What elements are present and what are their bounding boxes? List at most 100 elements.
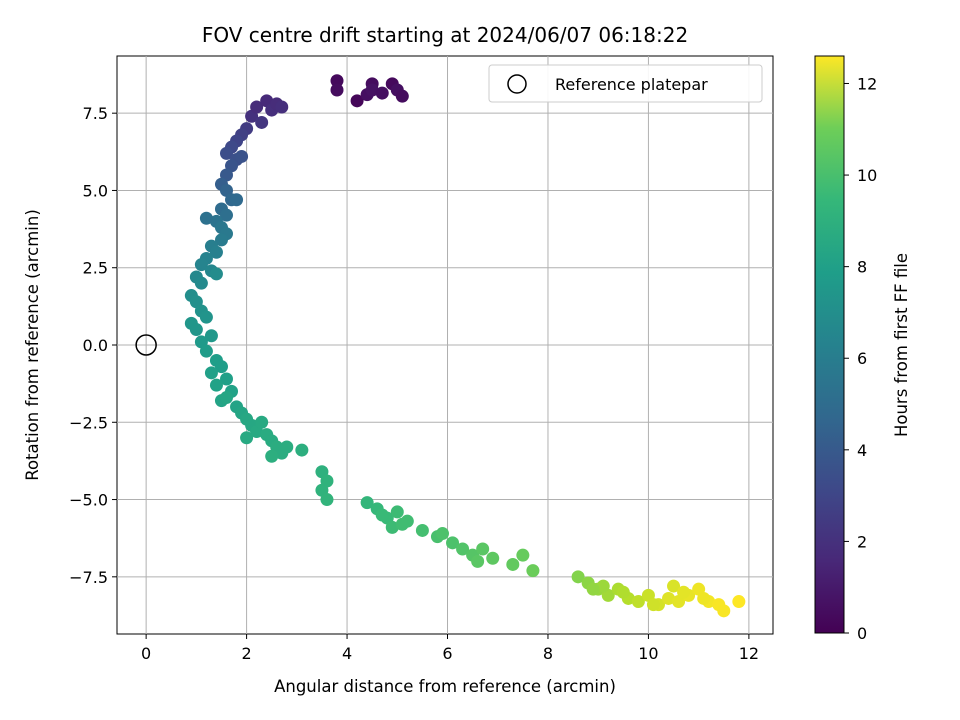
data-point bbox=[350, 94, 364, 108]
data-point bbox=[646, 598, 660, 612]
data-point bbox=[516, 548, 530, 562]
data-point bbox=[255, 115, 269, 129]
y-axis-title: Rotation from reference (arcmin) bbox=[23, 209, 42, 481]
reference-layer bbox=[135, 334, 157, 356]
x-axis-ticks: 0 2 4 6 8 10 12 bbox=[141, 634, 759, 663]
plot-area: 0 2 4 6 8 10 12 −7.5 −5.0 −2.5 0.0 2.5 5.0 7.5 bbox=[69, 55, 774, 663]
legend-box bbox=[488, 64, 763, 103]
colorbar-tick-label: 8 bbox=[857, 258, 867, 277]
data-point bbox=[616, 585, 630, 599]
data-point bbox=[446, 536, 460, 550]
colorbar-tick-label: 4 bbox=[857, 441, 867, 460]
x-axis-title: Angular distance from reference (arcmin) bbox=[274, 677, 616, 696]
data-point bbox=[732, 595, 746, 609]
data-point bbox=[220, 372, 234, 386]
legend-marker-reference bbox=[507, 74, 527, 94]
data-point bbox=[199, 211, 213, 225]
data-point bbox=[662, 591, 676, 605]
colorbar-tick-label: 12 bbox=[857, 74, 877, 93]
colorbar-tick-label: 10 bbox=[857, 166, 877, 185]
data-point bbox=[486, 551, 500, 565]
data-point bbox=[596, 579, 610, 593]
x-tick-label: 0 bbox=[141, 644, 151, 663]
data-point bbox=[476, 542, 490, 556]
data-point bbox=[360, 496, 374, 510]
data-point bbox=[571, 570, 585, 584]
y-axis-ticks: −7.5 −5.0 −2.5 0.0 2.5 5.0 7.5 bbox=[69, 104, 117, 587]
colorbar-title: Hours from first FF file bbox=[892, 253, 911, 437]
legend-label-reference: Reference platepar bbox=[555, 75, 708, 94]
data-point bbox=[375, 86, 389, 100]
data-point bbox=[385, 520, 399, 534]
data-point bbox=[209, 245, 223, 259]
data-point bbox=[275, 100, 289, 114]
colorbar-ticks: 0 2 4 6 8 10 12 bbox=[844, 74, 877, 643]
data-point bbox=[456, 542, 470, 556]
data-point bbox=[717, 604, 731, 618]
data-point bbox=[250, 100, 264, 114]
x-tick-label: 2 bbox=[241, 644, 251, 663]
colorbar-tick-label: 2 bbox=[857, 532, 867, 551]
data-point bbox=[189, 323, 203, 337]
colorbar-tick-label: 6 bbox=[857, 349, 867, 368]
data-point bbox=[214, 360, 228, 374]
x-tick-label: 4 bbox=[342, 644, 352, 663]
x-tick-label: 12 bbox=[739, 644, 759, 663]
x-tick-label: 8 bbox=[543, 644, 553, 663]
y-tick-label: 2.5 bbox=[83, 259, 108, 278]
data-point bbox=[435, 527, 449, 541]
points-layer bbox=[184, 74, 746, 618]
data-point bbox=[677, 585, 691, 599]
data-point bbox=[265, 449, 279, 463]
data-point bbox=[204, 329, 218, 343]
x-tick-label: 10 bbox=[638, 644, 658, 663]
data-point bbox=[667, 579, 681, 593]
y-tick-label: 7.5 bbox=[83, 104, 108, 123]
data-point bbox=[209, 378, 223, 392]
data-point bbox=[194, 258, 208, 272]
y-tick-label: −2.5 bbox=[69, 413, 108, 432]
data-point bbox=[390, 505, 404, 519]
data-point bbox=[204, 366, 218, 380]
data-point bbox=[194, 276, 208, 290]
x-tick-label: 6 bbox=[442, 644, 452, 663]
data-point bbox=[214, 233, 228, 247]
y-tick-label: −5.0 bbox=[69, 491, 108, 510]
data-point bbox=[330, 83, 344, 97]
y-tick-label: 0.0 bbox=[83, 336, 108, 355]
data-point bbox=[506, 557, 520, 571]
data-point bbox=[220, 146, 234, 160]
data-point bbox=[220, 208, 234, 222]
reference-platepar-marker bbox=[135, 334, 157, 356]
data-point bbox=[586, 582, 600, 596]
data-point bbox=[209, 267, 223, 281]
legend: Reference platepar bbox=[488, 64, 763, 103]
data-point bbox=[280, 440, 294, 454]
data-point bbox=[415, 523, 429, 537]
data-point bbox=[240, 431, 254, 445]
data-point bbox=[199, 310, 213, 324]
data-point bbox=[320, 493, 334, 507]
data-point bbox=[330, 74, 344, 88]
data-point bbox=[395, 517, 409, 531]
data-point bbox=[471, 554, 485, 568]
chart-title: FOV centre drift starting at 2024/06/07 … bbox=[202, 23, 688, 47]
data-point bbox=[697, 591, 711, 605]
data-point bbox=[526, 564, 540, 578]
y-tick-label: −7.5 bbox=[69, 568, 108, 587]
colorbar-gradient bbox=[814, 55, 845, 634]
data-point bbox=[230, 193, 244, 207]
data-point bbox=[375, 508, 389, 522]
colorbar: 0 2 4 6 8 10 12 Hours from first FF file bbox=[814, 55, 911, 643]
grid-layer bbox=[117, 56, 773, 634]
data-point bbox=[255, 415, 269, 429]
data-point bbox=[365, 83, 379, 97]
data-point bbox=[395, 89, 409, 103]
y-tick-label: 5.0 bbox=[83, 181, 108, 200]
colorbar-tick-label: 0 bbox=[857, 624, 867, 643]
data-point bbox=[631, 595, 645, 609]
data-point bbox=[295, 443, 309, 457]
data-point bbox=[199, 344, 213, 358]
data-point bbox=[220, 391, 234, 405]
